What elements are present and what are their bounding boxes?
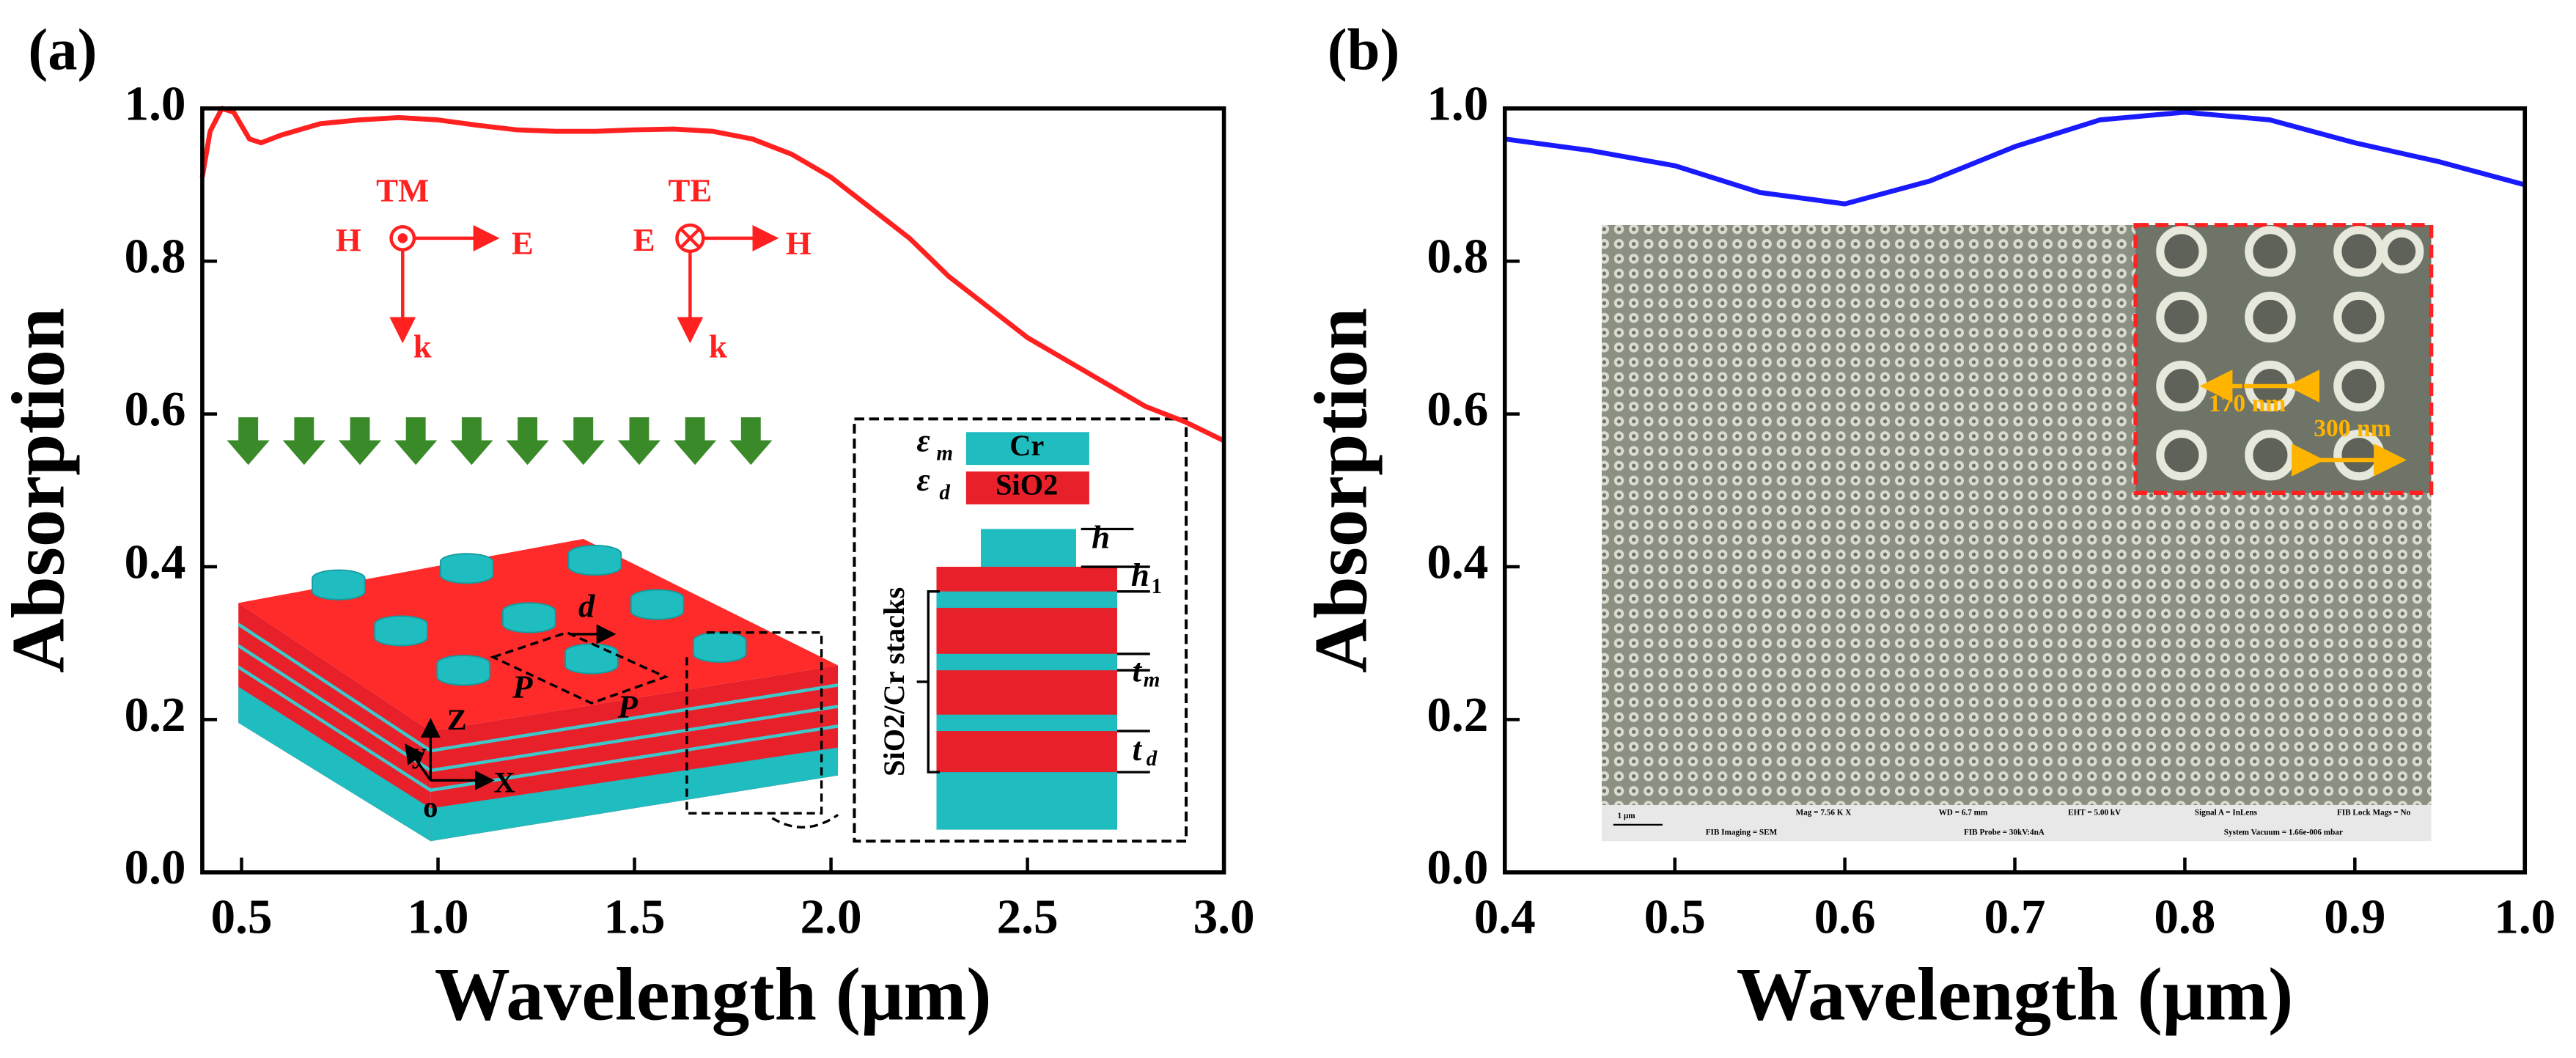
plot-frame xyxy=(200,106,1226,875)
annotation: k xyxy=(709,328,727,365)
x-tick-label: 3.0 xyxy=(1193,889,1255,944)
y-tick-label: 1.0 xyxy=(124,76,185,131)
annotation: SiO2 xyxy=(996,469,1058,502)
x-tick-label: 2.0 xyxy=(801,889,862,944)
annotation: EHT = 5.00 kV xyxy=(2068,809,2121,818)
annotation: ε xyxy=(916,461,930,498)
annotation: System Vacuum = 1.66e-006 mbar xyxy=(2224,829,2343,837)
annotation: P xyxy=(617,688,639,724)
y-tick-label: 0.6 xyxy=(124,381,185,436)
annotation: P xyxy=(512,668,533,705)
x-tick-label: 1.0 xyxy=(408,889,469,944)
annotation: y xyxy=(412,736,427,769)
data-line xyxy=(199,106,1226,444)
annotation: Z xyxy=(447,703,467,736)
annotation: m xyxy=(1144,669,1160,692)
polarization-diagram xyxy=(389,223,779,344)
annotation: d xyxy=(1147,747,1158,771)
annotation: h xyxy=(1092,518,1110,555)
x-tick-label: 0.5 xyxy=(210,889,272,944)
annotation: X xyxy=(494,765,515,798)
annotation: FIB Imaging = SEM xyxy=(1706,829,1778,837)
y-axis-title: Absorption xyxy=(1300,308,1383,673)
x-axis-title: Wavelength (μm) xyxy=(1737,952,2294,1036)
annotation: Mag = 7.56 K X xyxy=(1796,809,1852,818)
annotation: 300 nm xyxy=(2314,415,2391,442)
sem-image xyxy=(1601,223,2434,842)
annotation: h xyxy=(1131,556,1149,593)
y-tick-label: 0.8 xyxy=(1427,229,1488,284)
annotation: TM xyxy=(376,172,429,209)
x-tick-label: 0.6 xyxy=(1814,889,1876,944)
annotation: FIB Probe = 30kV:4nA xyxy=(1964,829,2045,837)
annotation: WD = 6.7 mm xyxy=(1939,809,1988,818)
annotation: ε xyxy=(916,422,930,458)
structure-3d xyxy=(237,538,839,842)
annotation: k xyxy=(413,328,432,365)
y-axis-title: Absorption xyxy=(0,308,81,673)
annotation: m xyxy=(936,441,953,465)
x-tick-label: 2.5 xyxy=(997,889,1059,944)
panel-label: (b) xyxy=(1328,18,1400,83)
panel-label: (a) xyxy=(28,18,97,83)
y-tick-label: 0.0 xyxy=(1427,840,1488,894)
x-tick-label: 1.0 xyxy=(2494,889,2555,944)
annotation: Cr xyxy=(1009,429,1044,462)
y-tick-label: 0.4 xyxy=(124,534,185,589)
y-tick-label: 0.8 xyxy=(124,229,185,284)
annotation: TE xyxy=(669,172,713,209)
y-tick-label: 0.2 xyxy=(1427,687,1488,742)
x-tick-label: 1.5 xyxy=(604,889,666,944)
annotation: 1 xyxy=(1151,575,1162,598)
annotation: FIB Lock Mags = No xyxy=(2337,809,2411,818)
data-line xyxy=(1504,109,2526,207)
annotation: o xyxy=(423,790,438,823)
annotation: t xyxy=(1133,731,1143,768)
y-tick-label: 1.0 xyxy=(1427,76,1488,131)
y-tick-label: 0.0 xyxy=(124,840,185,894)
annotation: Signal A = InLens xyxy=(2195,809,2258,818)
y-tick-label: 0.4 xyxy=(1427,534,1488,589)
annotation: 170 nm xyxy=(2209,390,2286,417)
layer-inset xyxy=(853,417,1188,843)
x-tick-label: 0.5 xyxy=(1644,889,1706,944)
x-tick-label: 0.9 xyxy=(2324,889,2385,944)
annotation: H xyxy=(786,224,812,261)
annotation: t xyxy=(1133,652,1143,688)
annotation: E xyxy=(633,221,655,258)
incident-arrows xyxy=(227,417,773,466)
x-tick-label: 0.8 xyxy=(2154,889,2215,944)
x-tick-label: 0.4 xyxy=(1474,889,1536,944)
y-tick-label: 0.2 xyxy=(124,687,185,742)
annotation: SiO2/Cr stacks xyxy=(877,587,910,776)
annotation: H xyxy=(336,221,361,258)
y-tick-label: 0.6 xyxy=(1427,381,1488,436)
x-tick-label: 0.7 xyxy=(1984,889,2045,944)
x-axis-title: Wavelength (μm) xyxy=(435,952,992,1036)
annotation: E xyxy=(512,224,534,261)
annotation: 1 μm xyxy=(1618,812,1636,820)
annotation: d xyxy=(939,481,950,504)
annotation: d xyxy=(578,588,595,625)
